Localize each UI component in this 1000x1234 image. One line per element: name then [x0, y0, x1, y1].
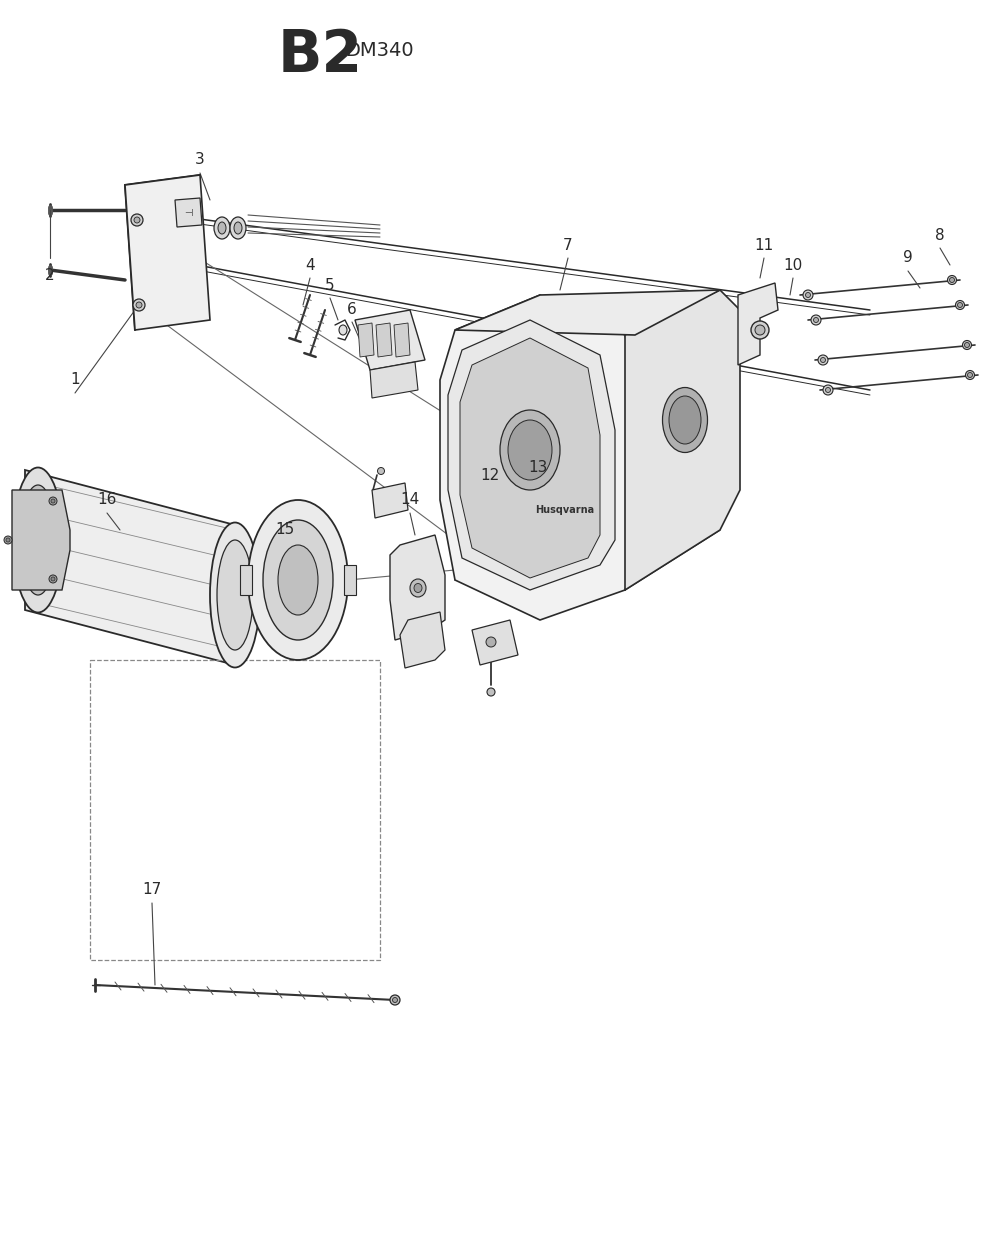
Ellipse shape	[964, 343, 970, 348]
Polygon shape	[738, 283, 778, 365]
Text: 10: 10	[783, 258, 803, 273]
Polygon shape	[12, 490, 70, 590]
Polygon shape	[370, 362, 418, 399]
Polygon shape	[390, 536, 445, 640]
Ellipse shape	[508, 420, 552, 480]
Polygon shape	[125, 175, 210, 329]
Ellipse shape	[500, 410, 560, 490]
Ellipse shape	[820, 358, 826, 363]
Text: B2: B2	[278, 26, 363, 84]
Ellipse shape	[210, 522, 260, 668]
Text: 5: 5	[325, 278, 335, 292]
Ellipse shape	[248, 500, 348, 660]
Ellipse shape	[134, 217, 140, 223]
Text: 11: 11	[754, 237, 774, 253]
Polygon shape	[394, 323, 410, 357]
Ellipse shape	[234, 222, 242, 234]
Ellipse shape	[966, 370, 974, 380]
Polygon shape	[372, 482, 408, 518]
Polygon shape	[376, 323, 392, 357]
Ellipse shape	[136, 302, 142, 308]
Ellipse shape	[230, 217, 246, 239]
Ellipse shape	[6, 538, 10, 542]
Ellipse shape	[214, 217, 230, 239]
Text: 1: 1	[70, 373, 80, 387]
Ellipse shape	[751, 321, 769, 339]
Ellipse shape	[410, 579, 426, 597]
Ellipse shape	[814, 317, 818, 322]
Polygon shape	[455, 290, 720, 334]
Text: 4: 4	[305, 258, 315, 273]
Ellipse shape	[811, 315, 821, 325]
Polygon shape	[355, 310, 425, 370]
Ellipse shape	[218, 222, 226, 234]
Ellipse shape	[487, 689, 495, 696]
Text: 16: 16	[97, 492, 117, 507]
Ellipse shape	[133, 299, 145, 311]
Ellipse shape	[806, 292, 810, 297]
Polygon shape	[440, 295, 645, 619]
Polygon shape	[460, 338, 600, 578]
Ellipse shape	[51, 578, 55, 581]
Polygon shape	[25, 470, 235, 665]
Ellipse shape	[49, 575, 57, 582]
Polygon shape	[400, 612, 445, 668]
Ellipse shape	[948, 275, 956, 285]
Ellipse shape	[414, 584, 422, 592]
Text: Husqvarna: Husqvarna	[535, 505, 595, 515]
Ellipse shape	[13, 468, 63, 612]
Text: ⊣: ⊣	[184, 209, 192, 218]
Ellipse shape	[51, 499, 55, 503]
Text: 2: 2	[45, 268, 55, 283]
Ellipse shape	[4, 536, 12, 544]
Ellipse shape	[278, 545, 318, 615]
Ellipse shape	[217, 540, 253, 650]
Polygon shape	[344, 565, 356, 595]
Text: DM340: DM340	[345, 41, 414, 59]
Polygon shape	[358, 323, 374, 357]
Text: 7: 7	[563, 237, 573, 253]
Ellipse shape	[968, 373, 972, 378]
Ellipse shape	[962, 341, 972, 349]
Ellipse shape	[803, 290, 813, 300]
Text: 17: 17	[142, 882, 162, 897]
Ellipse shape	[49, 497, 57, 505]
Text: 6: 6	[347, 302, 357, 317]
Ellipse shape	[131, 213, 143, 226]
Polygon shape	[625, 290, 740, 590]
Ellipse shape	[339, 325, 347, 334]
Ellipse shape	[823, 385, 833, 395]
Polygon shape	[472, 619, 518, 665]
Text: 9: 9	[903, 251, 913, 265]
Text: 3: 3	[195, 153, 205, 168]
Ellipse shape	[390, 995, 400, 1004]
Text: 12: 12	[480, 468, 500, 482]
Ellipse shape	[755, 325, 765, 334]
Ellipse shape	[20, 485, 56, 595]
Text: 8: 8	[935, 227, 945, 243]
Ellipse shape	[662, 387, 708, 453]
Ellipse shape	[956, 301, 964, 310]
Text: 14: 14	[400, 492, 420, 507]
Ellipse shape	[826, 387, 830, 392]
Text: 13: 13	[528, 460, 548, 475]
Ellipse shape	[818, 355, 828, 365]
Ellipse shape	[486, 637, 496, 647]
Ellipse shape	[263, 520, 333, 640]
Ellipse shape	[669, 396, 701, 444]
Ellipse shape	[378, 468, 384, 475]
Polygon shape	[240, 565, 252, 595]
Polygon shape	[175, 197, 202, 227]
Ellipse shape	[958, 302, 962, 307]
Polygon shape	[448, 320, 615, 590]
Ellipse shape	[950, 278, 954, 283]
Ellipse shape	[392, 997, 398, 1002]
Text: 15: 15	[275, 522, 295, 538]
